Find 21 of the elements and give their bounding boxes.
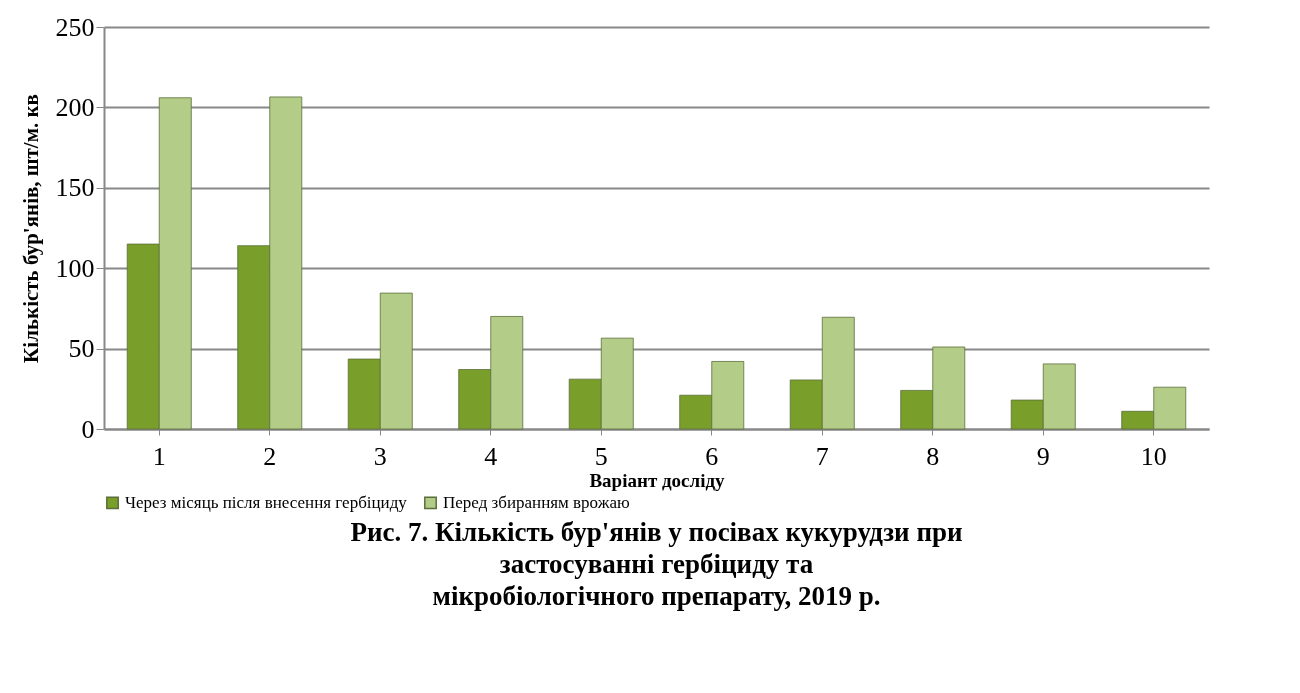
x-tick-label: 2 bbox=[263, 441, 277, 471]
x-tick-label: 9 bbox=[1036, 441, 1050, 471]
y-tick-label: 150 bbox=[55, 173, 95, 203]
y-tick-label: 200 bbox=[55, 92, 95, 122]
y-tick-label: 250 bbox=[55, 12, 95, 42]
legend-label: Перед збиранням врожаю bbox=[443, 492, 630, 512]
x-tick-label: 8 bbox=[926, 441, 940, 471]
x-tick-label: 10 bbox=[1140, 441, 1167, 471]
x-tick-label: 7 bbox=[815, 441, 829, 471]
x-tick-label: 3 bbox=[373, 441, 387, 471]
x-tick-label: 6 bbox=[705, 441, 719, 471]
y-tick-label: 0 bbox=[81, 414, 95, 444]
text: Рис. 7. Кількість бур'янів у посівах кукурудзи при застосуванні гербіциду та мікробіологічного препарату, 2019 р. bbox=[350, 517, 963, 611]
x-tick-label: 5 bbox=[594, 441, 608, 471]
legend-label: Через місяць після внесення гербіциду bbox=[125, 492, 408, 512]
y-axis-title: Кількість бур'янів, шт/м. кв bbox=[18, 94, 43, 363]
x-tick-label: 1 bbox=[152, 441, 166, 471]
x-tick-label: 4 bbox=[484, 441, 498, 471]
y-tick-label: 50 bbox=[68, 334, 95, 364]
x-axis-title: Варіант досліду bbox=[589, 469, 726, 491]
y-tick-label: 100 bbox=[55, 253, 95, 283]
